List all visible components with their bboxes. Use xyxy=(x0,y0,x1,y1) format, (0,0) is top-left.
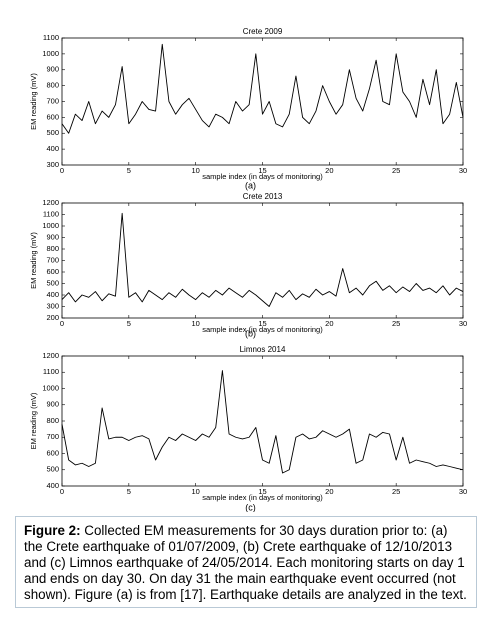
y-axis-label: EM reading (mV) xyxy=(29,73,38,130)
y-tick-label: 600 xyxy=(46,267,59,276)
x-tick-label: 25 xyxy=(392,319,400,328)
x-axis-label: sample index (in days of monitoring) xyxy=(202,325,323,334)
y-tick-label: 500 xyxy=(46,128,59,137)
y-tick-label: 700 xyxy=(46,96,59,105)
x-tick-label: 30 xyxy=(459,319,467,328)
y-tick-label: 600 xyxy=(46,448,59,457)
x-tick-label: 25 xyxy=(392,487,400,496)
y-tick-label: 1000 xyxy=(42,221,59,230)
y-tick-label: 900 xyxy=(46,232,59,241)
x-axis-label: sample index (in days of monitoring) xyxy=(202,172,323,181)
y-tick-label: 200 xyxy=(46,313,59,322)
y-tick-label: 900 xyxy=(46,65,59,74)
figure-label: Figure 2: xyxy=(24,523,81,538)
figure: Crete 2009300400500600700800900100011000… xyxy=(29,27,467,512)
panel-label: (b) xyxy=(245,328,256,338)
x-tick-label: 10 xyxy=(191,487,199,496)
x-tick-label: 5 xyxy=(127,487,131,496)
y-tick-label: 500 xyxy=(46,465,59,474)
y-tick-label: 500 xyxy=(46,278,59,287)
y-tick-label: 1100 xyxy=(43,33,59,42)
y-tick-label: 400 xyxy=(46,290,59,299)
y-axis-label: EM reading (mV) xyxy=(29,232,38,289)
x-tick-label: 5 xyxy=(127,319,131,328)
y-tick-label: 300 xyxy=(46,301,59,310)
chart-title: Limnos 2014 xyxy=(240,345,286,354)
y-tick-label: 900 xyxy=(46,400,59,409)
y-tick-label: 400 xyxy=(46,144,59,153)
x-tick-label: 5 xyxy=(127,166,131,175)
y-tick-label: 700 xyxy=(46,432,59,441)
y-tick-label: 400 xyxy=(46,481,59,490)
y-tick-label: 800 xyxy=(46,81,59,90)
y-tick-label: 800 xyxy=(46,244,59,253)
plot-frame xyxy=(61,37,464,166)
y-tick-label: 1100 xyxy=(43,209,59,218)
y-tick-label: 1200 xyxy=(42,198,59,207)
x-tick-label: 10 xyxy=(191,166,199,175)
x-tick-label: 30 xyxy=(459,487,467,496)
y-tick-label: 700 xyxy=(46,255,59,264)
x-tick-label: 15 xyxy=(258,319,266,328)
plot-frame xyxy=(61,355,464,487)
caption-text: Collected EM measurements for 30 days du… xyxy=(24,523,467,602)
y-tick-label: 800 xyxy=(46,416,59,425)
x-tick-label: 0 xyxy=(60,319,64,328)
y-axis-label: EM reading (mV) xyxy=(29,392,38,449)
x-tick-label: 10 xyxy=(191,319,199,328)
x-tick-label: 25 xyxy=(392,166,400,175)
x-tick-label: 0 xyxy=(60,487,64,496)
y-tick-label: 1000 xyxy=(42,49,59,58)
chart-title: Crete 2013 xyxy=(243,192,283,201)
y-tick-label: 300 xyxy=(46,160,59,169)
chart-title: Crete 2009 xyxy=(243,27,283,36)
x-tick-label: 0 xyxy=(60,166,64,175)
x-axis-label: sample index (in days of monitoring) xyxy=(202,493,323,502)
x-tick-label: 30 xyxy=(459,166,467,175)
caption-box: Figure 2: Collected EM measurements for … xyxy=(15,516,477,608)
data-line xyxy=(61,43,464,134)
data-line xyxy=(61,370,464,474)
x-tick-label: 20 xyxy=(325,319,333,328)
x-tick-label: 15 xyxy=(258,487,266,496)
panel-label: (a) xyxy=(245,180,256,190)
y-tick-label: 600 xyxy=(46,112,59,121)
y-tick-label: 1100 xyxy=(43,367,59,376)
x-tick-label: 20 xyxy=(325,487,333,496)
x-tick-label: 15 xyxy=(258,166,266,175)
y-tick-label: 1200 xyxy=(42,351,59,360)
x-tick-label: 20 xyxy=(325,166,333,175)
data-line xyxy=(61,212,464,307)
panel-label: (c) xyxy=(245,502,256,512)
y-tick-label: 1000 xyxy=(42,383,59,392)
